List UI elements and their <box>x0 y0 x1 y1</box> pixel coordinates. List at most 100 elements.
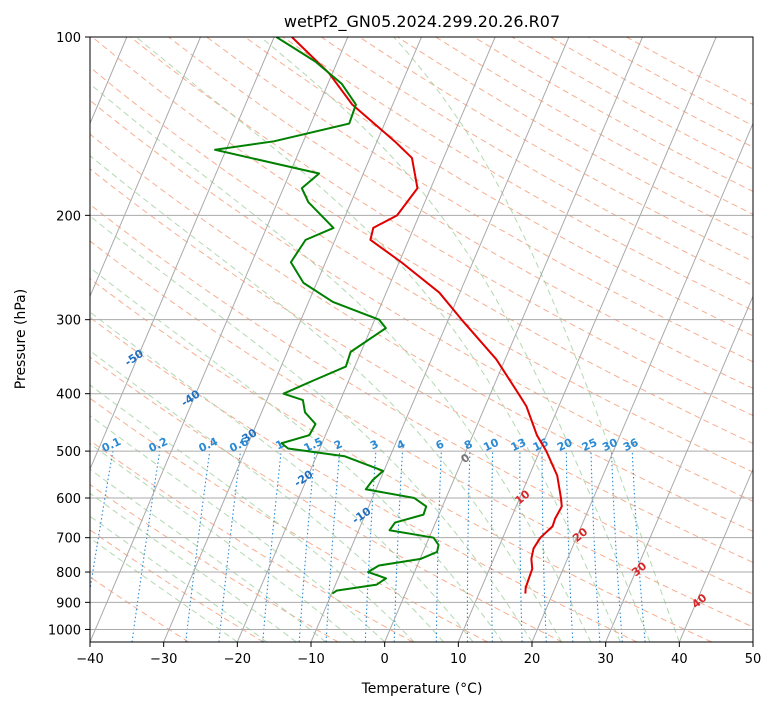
y-axis-label: Pressure (hPa) <box>13 289 29 389</box>
dry-adiabat <box>90 278 712 642</box>
chart-title: wetPf2_GN05.2024.299.20.26.R07 <box>284 12 560 32</box>
moist-adiabat <box>90 311 474 642</box>
mixing-ratio-label: 8 <box>462 437 474 452</box>
moist-adiabat <box>90 415 386 642</box>
mixing-ratio-label: 20 <box>555 436 575 454</box>
profile-lines <box>214 37 563 595</box>
dry-adiabat <box>549 37 753 148</box>
dry-adiabat <box>511 37 753 170</box>
moist-adiabat <box>90 492 297 642</box>
mixing-ratio-line <box>590 451 601 642</box>
dry-adiabat <box>91 37 753 445</box>
x-tick-label: 50 <box>745 652 762 667</box>
isotherm <box>384 37 643 642</box>
isotherm-label: 10 <box>513 487 533 507</box>
moist-adiabat <box>90 384 415 642</box>
mixing-ratio-label: 4 <box>395 437 408 452</box>
isotherm-label: -70 <box>15 252 39 274</box>
moist-adiabat <box>90 215 533 642</box>
moist-adiabat <box>393 37 680 642</box>
dry-adiabat <box>168 37 753 389</box>
dry-adiabat <box>206 37 753 363</box>
moist-adiabat <box>90 442 356 642</box>
dry-adiabat <box>90 397 488 642</box>
isotherm <box>90 37 275 471</box>
y-tick-label: 600 <box>56 492 81 507</box>
isotherm-label: -10 <box>350 505 374 527</box>
isotherm-label: 30 <box>629 559 649 579</box>
x-axis-ticks: −40 −30 −20 −10 0 10 20 30 40 50 <box>76 642 761 667</box>
mixing-ratio-label: 30 <box>600 436 620 454</box>
x-tick-label: −40 <box>76 652 103 667</box>
plot-frame <box>89 36 754 643</box>
moist-adiabat <box>90 267 503 642</box>
y-tick-label: 500 <box>56 445 81 460</box>
isotherm-label: 40 <box>689 591 709 611</box>
background-grid <box>90 37 753 642</box>
x-tick-label: 40 <box>671 652 688 667</box>
isotherm-label: 20 <box>570 525 590 545</box>
moist-adiabat <box>90 515 268 642</box>
mixing-ratio-line <box>90 451 114 594</box>
x-tick-label: 20 <box>524 652 541 667</box>
x-tick-label: −30 <box>150 652 177 667</box>
y-tick-label: 300 <box>56 314 81 329</box>
mixing-ratio-label: 36 <box>621 436 641 454</box>
dry-adiabat <box>90 99 753 502</box>
mixing-ratio-line <box>519 451 523 642</box>
dry-adiabat <box>90 316 638 642</box>
x-tick-label: 30 <box>597 652 614 667</box>
isotherm <box>752 640 753 642</box>
moist-adiabat <box>260 37 651 642</box>
isotherm-label: -40 <box>179 387 203 409</box>
y-tick-label: 200 <box>56 209 81 224</box>
x-tick-label: −10 <box>297 652 324 667</box>
mixing-ratio-label: 2 <box>332 437 344 452</box>
dry-adiabat <box>244 37 753 337</box>
dry-adiabat <box>90 483 339 642</box>
mixing-ratio-line <box>262 451 282 642</box>
moist-adiabat <box>90 350 444 642</box>
mixing-ratio-label: 10 <box>481 436 501 454</box>
dry-adiabat <box>90 440 414 642</box>
mixing-ratio-label: 6 <box>434 437 447 452</box>
dry-adiabat <box>588 37 753 127</box>
mixing-ratio-line <box>491 451 494 642</box>
moist-adiabat <box>90 155 562 642</box>
x-tick-label: −20 <box>224 652 251 667</box>
y-tick-label: 400 <box>56 388 81 403</box>
y-tick-label: 100 <box>56 31 81 46</box>
y-tick-label: 1000 <box>48 623 81 638</box>
dry-adiabat <box>90 356 563 642</box>
mixing-ratio-label: 0.4 <box>197 435 220 455</box>
temperature-line <box>291 37 563 594</box>
x-tick-label: 0 <box>381 652 389 667</box>
line-labels: -100-90-80-70-60-50-40-30-20-100.10.20.4… <box>15 252 710 611</box>
isotherm-label: -50 <box>122 347 146 369</box>
dry-adiabat <box>359 37 753 262</box>
isotherm-label: -20 <box>292 468 316 490</box>
y-axis-ticks: 100 200 300 400 500 600 700 800 900 1000 <box>48 31 90 638</box>
x-tick-label: 10 <box>450 652 467 667</box>
dry-adiabat <box>435 37 753 215</box>
isotherm <box>310 37 570 642</box>
moist-adiabat <box>90 537 238 642</box>
mixing-ratio-line <box>298 451 316 642</box>
mixing-ratio-line <box>466 451 471 642</box>
y-tick-label: 800 <box>56 566 81 581</box>
y-tick-label: 700 <box>56 532 81 547</box>
isotherm <box>531 122 753 642</box>
isotherm <box>457 37 717 642</box>
mixing-ratio-line <box>565 451 574 642</box>
isotherm <box>678 467 753 642</box>
isotherm <box>90 37 201 298</box>
dewpoint-line <box>214 37 440 595</box>
mixing-ratio-line <box>218 451 242 642</box>
mixing-ratio-label: 3 <box>368 437 380 452</box>
dry-adiabat <box>90 203 753 595</box>
mixing-ratio-label: 25 <box>580 436 599 454</box>
mixing-ratio-label: 13 <box>509 436 528 454</box>
dry-adiabat <box>90 529 264 642</box>
x-axis-label: Temperature (°C) <box>361 681 483 697</box>
